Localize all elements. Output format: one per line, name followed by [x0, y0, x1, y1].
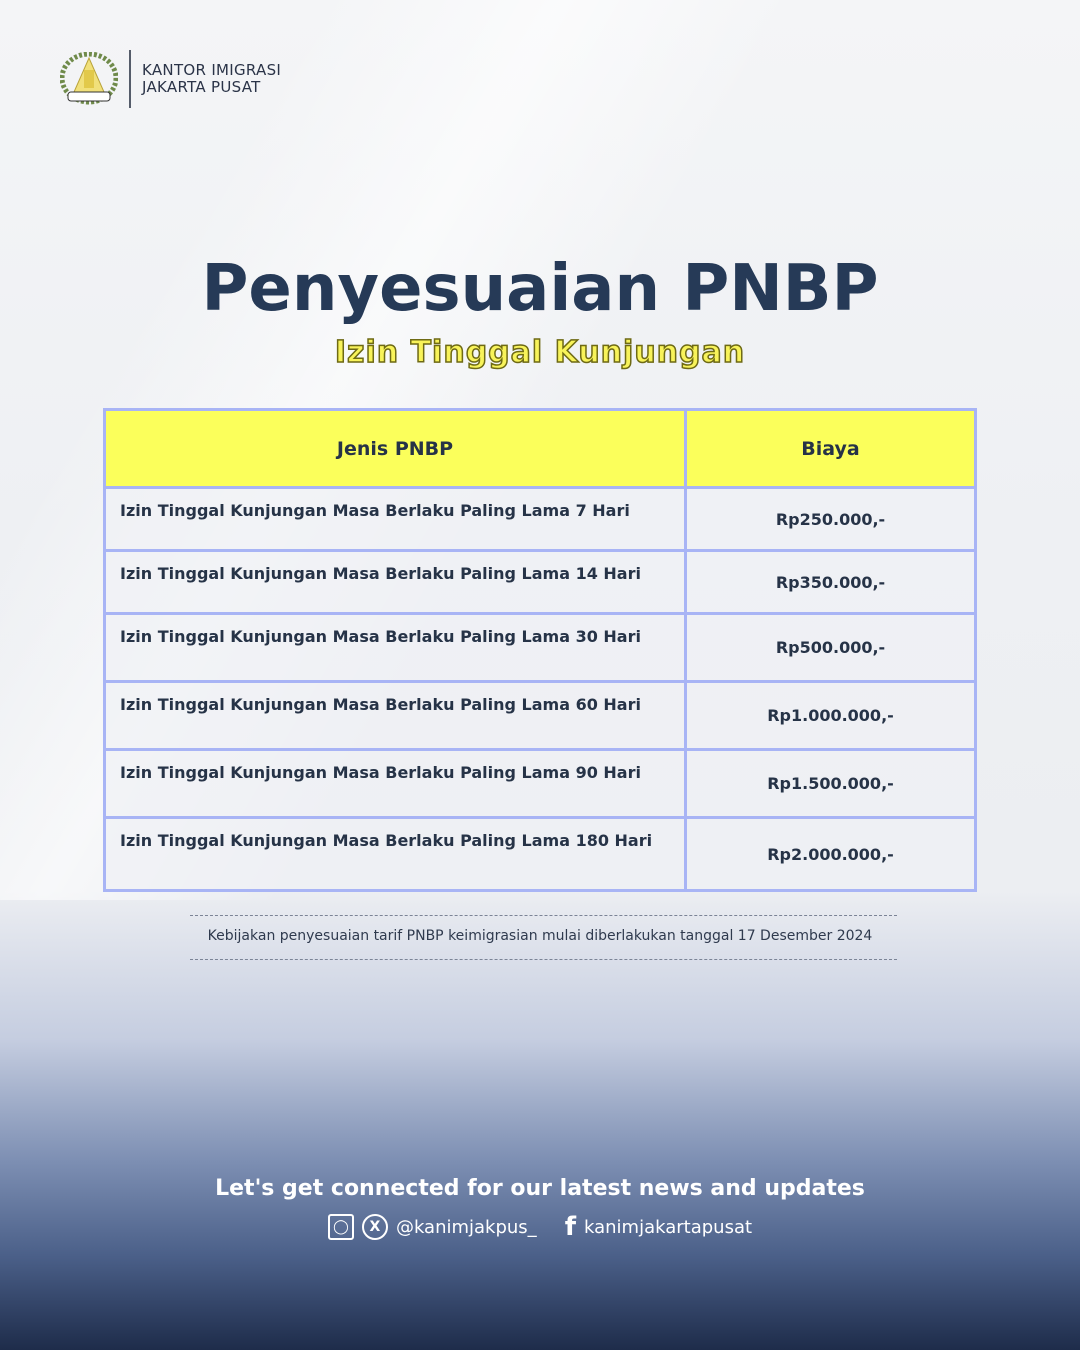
row-price: Rp500.000,-: [684, 612, 977, 683]
divider: [190, 959, 897, 960]
org-name: KANTOR IMIGRASI JAKARTA PUSAT: [142, 62, 281, 96]
table-row: Izin Tinggal Kunjungan Masa Berlaku Pali…: [103, 816, 977, 892]
table-header: Jenis PNBP Biaya: [103, 408, 977, 489]
table-row: Izin Tinggal Kunjungan Masa Berlaku Pali…: [103, 486, 977, 552]
divider: [129, 50, 131, 108]
page-title: Penyesuaian PNBP: [201, 252, 879, 326]
x-icon[interactable]: X: [361, 1214, 388, 1240]
policy-note: Kebijakan penyesuaian tarif PNBP keimigr…: [207, 928, 873, 944]
facebook-handle[interactable]: kanimjakartapusat: [584, 1216, 753, 1238]
header-jenis: Jenis PNBP: [103, 408, 687, 489]
table-row: Izin Tinggal Kunjungan Masa Berlaku Pali…: [103, 612, 977, 683]
org-line-2: JAKARTA PUSAT: [142, 78, 261, 96]
social-links: ◯ X @kanimjakpus_ f kanimjakartapusat: [0, 1212, 1080, 1242]
instagram-icon[interactable]: ◯: [327, 1214, 354, 1240]
row-type: Izin Tinggal Kunjungan Masa Berlaku Pali…: [103, 816, 687, 892]
table-row: Izin Tinggal Kunjungan Masa Berlaku Pali…: [103, 680, 977, 751]
pnbp-table: Jenis PNBP Biaya Izin Tinggal Kunjungan M…: [103, 408, 977, 892]
divider: [190, 915, 897, 916]
row-type: Izin Tinggal Kunjungan Masa Berlaku Pali…: [103, 680, 687, 751]
imigrasi-logo: [60, 52, 118, 105]
social-handle[interactable]: @kanimjakpus_: [395, 1216, 537, 1238]
table-row: Izin Tinggal Kunjungan Masa Berlaku Pali…: [103, 748, 977, 819]
org-line-1: KANTOR IMIGRASI: [142, 61, 282, 79]
row-price: Rp1.000.000,-: [684, 680, 977, 751]
page-subtitle: Izin Tinggal Kunjungan: [334, 334, 746, 371]
header-biaya: Biaya: [684, 408, 977, 489]
row-price: Rp350.000,-: [684, 549, 977, 615]
row-type: Izin Tinggal Kunjungan Masa Berlaku Pali…: [103, 612, 687, 683]
row-price: Rp1.500.000,-: [684, 748, 977, 819]
facebook-icon[interactable]: f: [564, 1212, 576, 1242]
cta-text: Let's get connected for our latest news …: [215, 1176, 865, 1201]
row-price: Rp2.000.000,-: [684, 816, 977, 892]
row-type: Izin Tinggal Kunjungan Masa Berlaku Pali…: [103, 486, 687, 552]
table-row: Izin Tinggal Kunjungan Masa Berlaku Pali…: [103, 549, 977, 615]
row-price: Rp250.000,-: [684, 486, 977, 552]
row-type: Izin Tinggal Kunjungan Masa Berlaku Pali…: [103, 549, 687, 615]
row-type: Izin Tinggal Kunjungan Masa Berlaku Pali…: [103, 748, 687, 819]
